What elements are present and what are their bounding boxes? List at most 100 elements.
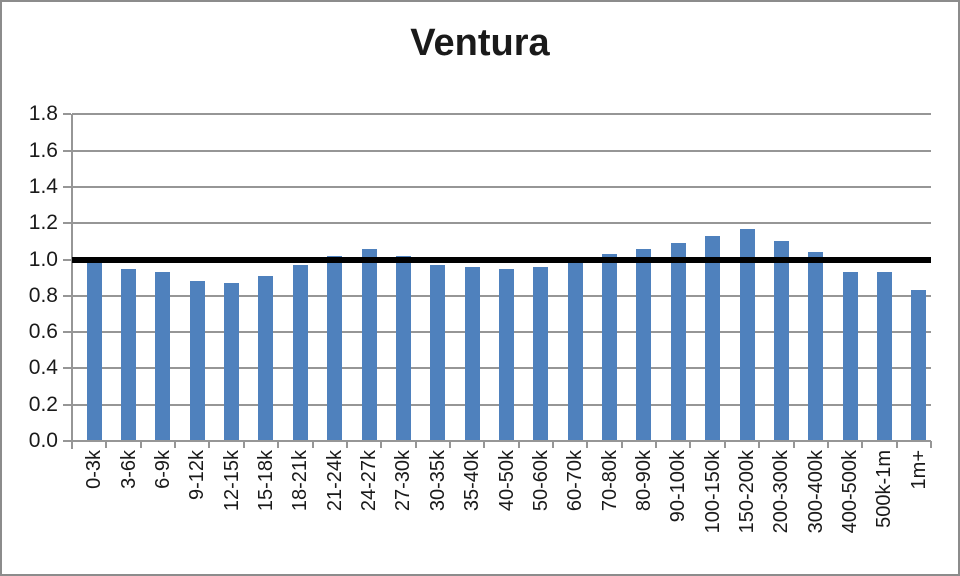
y-axis-tick bbox=[63, 367, 71, 370]
x-axis-tick bbox=[139, 441, 142, 448]
x-axis-tick bbox=[105, 441, 108, 448]
y-axis-tick bbox=[63, 149, 71, 152]
y-tick-label: 1.6 bbox=[28, 138, 58, 162]
x-tick-label: 60-70k bbox=[564, 450, 587, 512]
x-axis-tick bbox=[689, 441, 692, 448]
y-tick-label: 1.4 bbox=[28, 174, 58, 198]
x-tick-label: 35-40k bbox=[461, 450, 484, 512]
x-axis-tick bbox=[586, 441, 589, 448]
x-axis-tick bbox=[826, 441, 829, 448]
y-axis-tick bbox=[63, 294, 71, 297]
bar bbox=[568, 263, 583, 441]
x-tick-label: 50-60k bbox=[529, 450, 552, 512]
bar bbox=[258, 276, 273, 441]
y-tick-label: 0.6 bbox=[28, 320, 58, 344]
x-axis-tick bbox=[517, 441, 520, 448]
x-tick-label: 30-35k bbox=[426, 450, 449, 512]
y-axis-tick bbox=[63, 222, 71, 225]
x-axis-tick bbox=[311, 441, 314, 448]
y-tick-label: 0.8 bbox=[28, 283, 58, 307]
x-tick-label: 500k-1m bbox=[873, 450, 896, 528]
bar bbox=[430, 265, 445, 441]
x-tick-label: 0-3k bbox=[83, 450, 106, 489]
x-tick-label: 24-27k bbox=[358, 450, 381, 512]
x-axis-tick bbox=[620, 441, 623, 448]
bar bbox=[362, 249, 377, 441]
x-axis-tick bbox=[723, 441, 726, 448]
chart-title: Ventura bbox=[410, 22, 550, 64]
y-tick-label: 0.2 bbox=[28, 392, 58, 416]
y-tick-label: 1.8 bbox=[28, 102, 58, 126]
x-axis-tick bbox=[174, 441, 177, 448]
x-axis-tick bbox=[483, 441, 486, 448]
y-tick-label: 0.4 bbox=[28, 356, 58, 380]
x-tick-label: 40-50k bbox=[495, 450, 518, 512]
y-gridline bbox=[72, 185, 931, 188]
x-tick-label: 100-150k bbox=[701, 450, 724, 534]
bar bbox=[293, 265, 308, 441]
y-tick-label: 0.0 bbox=[28, 429, 58, 452]
x-tick-label: 3-6k bbox=[117, 450, 140, 489]
y-gridline bbox=[72, 149, 931, 152]
x-tick-label: 15-18k bbox=[254, 450, 277, 512]
bar bbox=[877, 272, 892, 441]
x-axis-tick bbox=[792, 441, 795, 448]
y-axis-tick bbox=[63, 113, 71, 116]
bar bbox=[190, 281, 205, 441]
y-axis-tick bbox=[63, 331, 71, 334]
bar bbox=[224, 283, 239, 441]
x-axis-tick bbox=[861, 441, 864, 448]
y-gridline bbox=[72, 113, 931, 116]
x-axis-tick bbox=[277, 441, 280, 448]
bar bbox=[327, 256, 342, 441]
x-tick-label: 6-9k bbox=[151, 450, 174, 489]
x-axis-line bbox=[64, 440, 931, 442]
bar bbox=[671, 243, 686, 441]
x-axis-tick bbox=[930, 441, 932, 448]
y-gridline bbox=[72, 222, 931, 225]
x-axis-tick bbox=[208, 441, 211, 448]
bar bbox=[705, 236, 720, 441]
x-tick-label: 18-21k bbox=[289, 450, 312, 512]
bar bbox=[740, 229, 755, 441]
x-tick-label: 21-24k bbox=[323, 450, 346, 512]
x-tick-label: 1m+ bbox=[907, 450, 930, 490]
x-tick-label: 150-200k bbox=[736, 450, 759, 534]
bar bbox=[636, 249, 651, 441]
bar bbox=[843, 272, 858, 441]
bar bbox=[774, 241, 789, 441]
bar bbox=[396, 256, 411, 441]
x-tick-label: 12-15k bbox=[220, 450, 243, 512]
x-axis-tick bbox=[758, 441, 761, 448]
x-tick-label: 90-100k bbox=[667, 450, 690, 523]
y-axis-tick bbox=[63, 258, 71, 261]
y-tick-label: 1.0 bbox=[28, 247, 58, 271]
x-tick-label: 27-30k bbox=[392, 450, 415, 512]
x-tick-label: 9-12k bbox=[186, 450, 209, 501]
bar bbox=[87, 263, 102, 441]
y-axis-tick bbox=[63, 403, 71, 406]
x-axis-tick bbox=[242, 441, 245, 448]
bar bbox=[155, 272, 170, 441]
x-axis-tick bbox=[71, 441, 73, 448]
bar bbox=[808, 252, 823, 441]
bar bbox=[121, 269, 136, 441]
x-axis-tick bbox=[552, 441, 555, 448]
bar bbox=[465, 267, 480, 441]
x-tick-label: 80-90k bbox=[632, 450, 655, 512]
y-axis-tick bbox=[63, 185, 71, 188]
x-axis-tick bbox=[345, 441, 348, 448]
x-tick-label: 200-300k bbox=[770, 450, 793, 534]
y-tick-label: 1.2 bbox=[28, 211, 58, 235]
x-tick-label: 70-80k bbox=[598, 450, 621, 512]
x-tick-label: 300-400k bbox=[804, 450, 827, 534]
bar bbox=[602, 254, 617, 441]
x-tick-label: 400-500k bbox=[839, 450, 862, 534]
bar bbox=[533, 267, 548, 441]
x-axis-tick bbox=[414, 441, 417, 448]
x-axis-tick bbox=[895, 441, 898, 448]
x-axis-tick bbox=[655, 441, 658, 448]
bar bbox=[499, 269, 514, 441]
reference-line bbox=[72, 256, 931, 263]
